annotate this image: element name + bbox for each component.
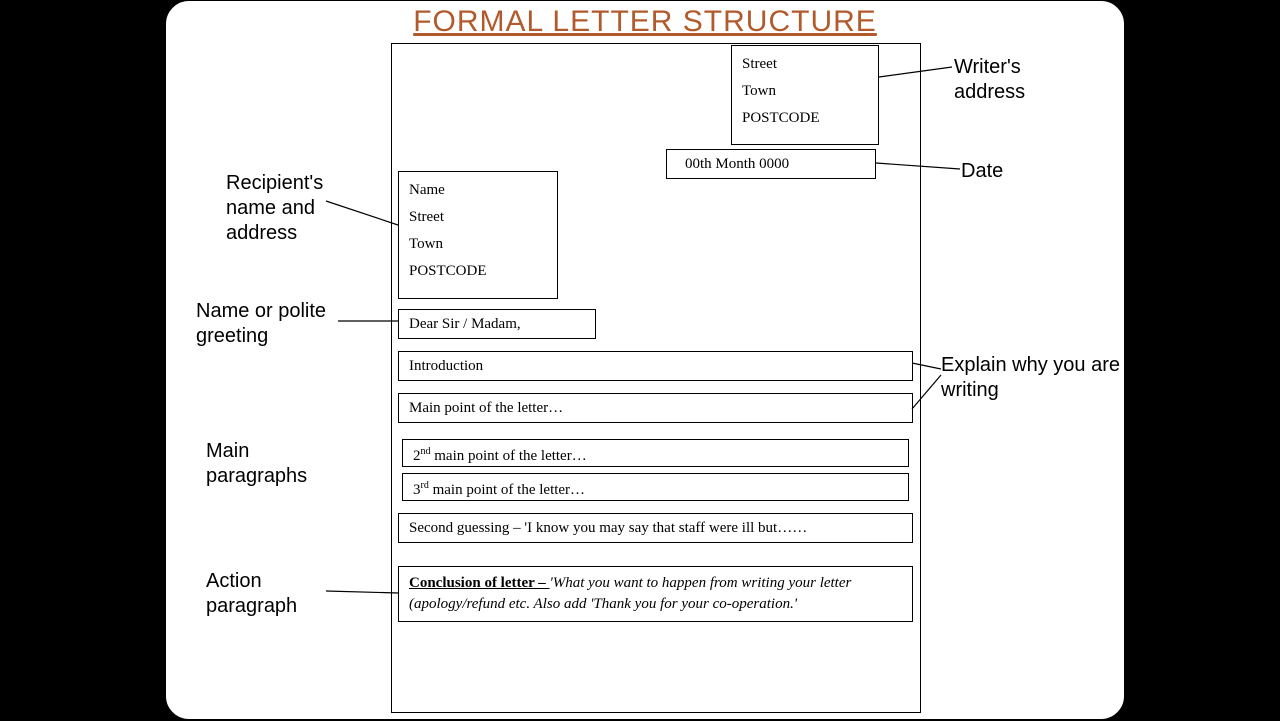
writer-postcode: POSTCODE — [742, 110, 868, 127]
main-point-3-prefix: 3 — [413, 482, 421, 498]
annot-date-text: Date — [961, 160, 1003, 182]
conclusion-box: Conclusion of letter – 'What you want to… — [398, 566, 913, 622]
main-point-3-ordinal: rd — [421, 480, 429, 491]
annot-explain: Explain why you are writing — [941, 353, 1121, 403]
greeting-box: Dear Sir / Madam, — [398, 309, 596, 339]
main-point-3-suffix: main point of the letter… — [429, 482, 585, 498]
annot-main-paragraphs: Main paragraphs — [206, 439, 356, 489]
conclusion-title: Conclusion of letter – — [409, 575, 550, 591]
main-point-1-text: Main point of the letter… — [409, 400, 563, 416]
slide-title: FORMAL LETTER STRUCTURE — [166, 5, 1124, 39]
recipient-street: Street — [409, 209, 547, 226]
annot-recipient: Recipient's name and address — [226, 171, 376, 246]
annot-writers-address: Writer's address — [954, 55, 1094, 105]
date-text: 00th Month 0000 — [685, 156, 789, 172]
introduction-text: Introduction — [409, 358, 483, 374]
main-point-2-ordinal: nd — [421, 446, 431, 457]
annot-writers-address-text: Writer's address — [954, 56, 1025, 103]
recipient-name: Name — [409, 182, 547, 199]
annot-greeting-text: Name or polite greeting — [196, 300, 326, 347]
main-point-1-box: Main point of the letter… — [398, 393, 913, 423]
main-point-2-prefix: 2 — [413, 448, 421, 464]
writer-address-box: Street Town POSTCODE — [731, 45, 879, 145]
main-point-3-box: 3rd main point of the letter… — [402, 473, 909, 501]
annot-main-paragraphs-text: Main paragraphs — [206, 440, 307, 487]
recipient-town: Town — [409, 236, 547, 253]
annot-recipient-text: Recipient's name and address — [226, 172, 323, 244]
greeting-text: Dear Sir / Madam, — [409, 316, 521, 332]
annot-date: Date — [961, 159, 1003, 184]
second-guessing-box: Second guessing – 'I know you may say th… — [398, 513, 913, 543]
second-guessing-text: Second guessing – 'I know you may say th… — [409, 520, 807, 536]
recipient-address-box: Name Street Town POSTCODE — [398, 171, 558, 299]
recipient-postcode: POSTCODE — [409, 263, 547, 280]
annot-action-paragraph: Action paragraph — [206, 569, 356, 619]
introduction-box: Introduction — [398, 351, 913, 381]
annot-greeting: Name or polite greeting — [196, 299, 366, 349]
annot-action-paragraph-text: Action paragraph — [206, 570, 297, 617]
slide-stage: FORMAL LETTER STRUCTURE Street Town POST… — [165, 0, 1125, 720]
annot-explain-text: Explain why you are writing — [941, 354, 1120, 401]
writer-street: Street — [742, 56, 868, 73]
main-point-2-suffix: main point of the letter… — [431, 448, 587, 464]
main-point-2-box: 2nd main point of the letter… — [402, 439, 909, 467]
date-box: 00th Month 0000 — [666, 149, 876, 179]
writer-town: Town — [742, 83, 868, 100]
